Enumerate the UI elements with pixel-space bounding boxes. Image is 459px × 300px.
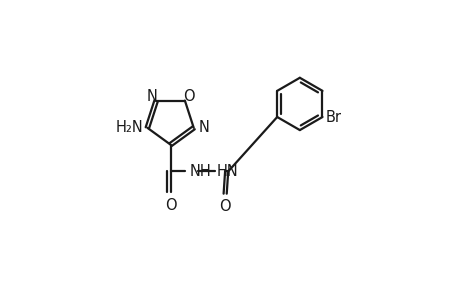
- Text: N: N: [198, 120, 209, 135]
- Text: O: O: [183, 89, 194, 104]
- Text: O: O: [219, 199, 230, 214]
- Text: HN: HN: [217, 164, 238, 179]
- Text: H₂N: H₂N: [116, 120, 143, 135]
- Text: NH: NH: [190, 164, 211, 179]
- Text: N: N: [146, 89, 157, 104]
- Text: Br: Br: [325, 110, 341, 124]
- Text: O: O: [164, 198, 176, 213]
